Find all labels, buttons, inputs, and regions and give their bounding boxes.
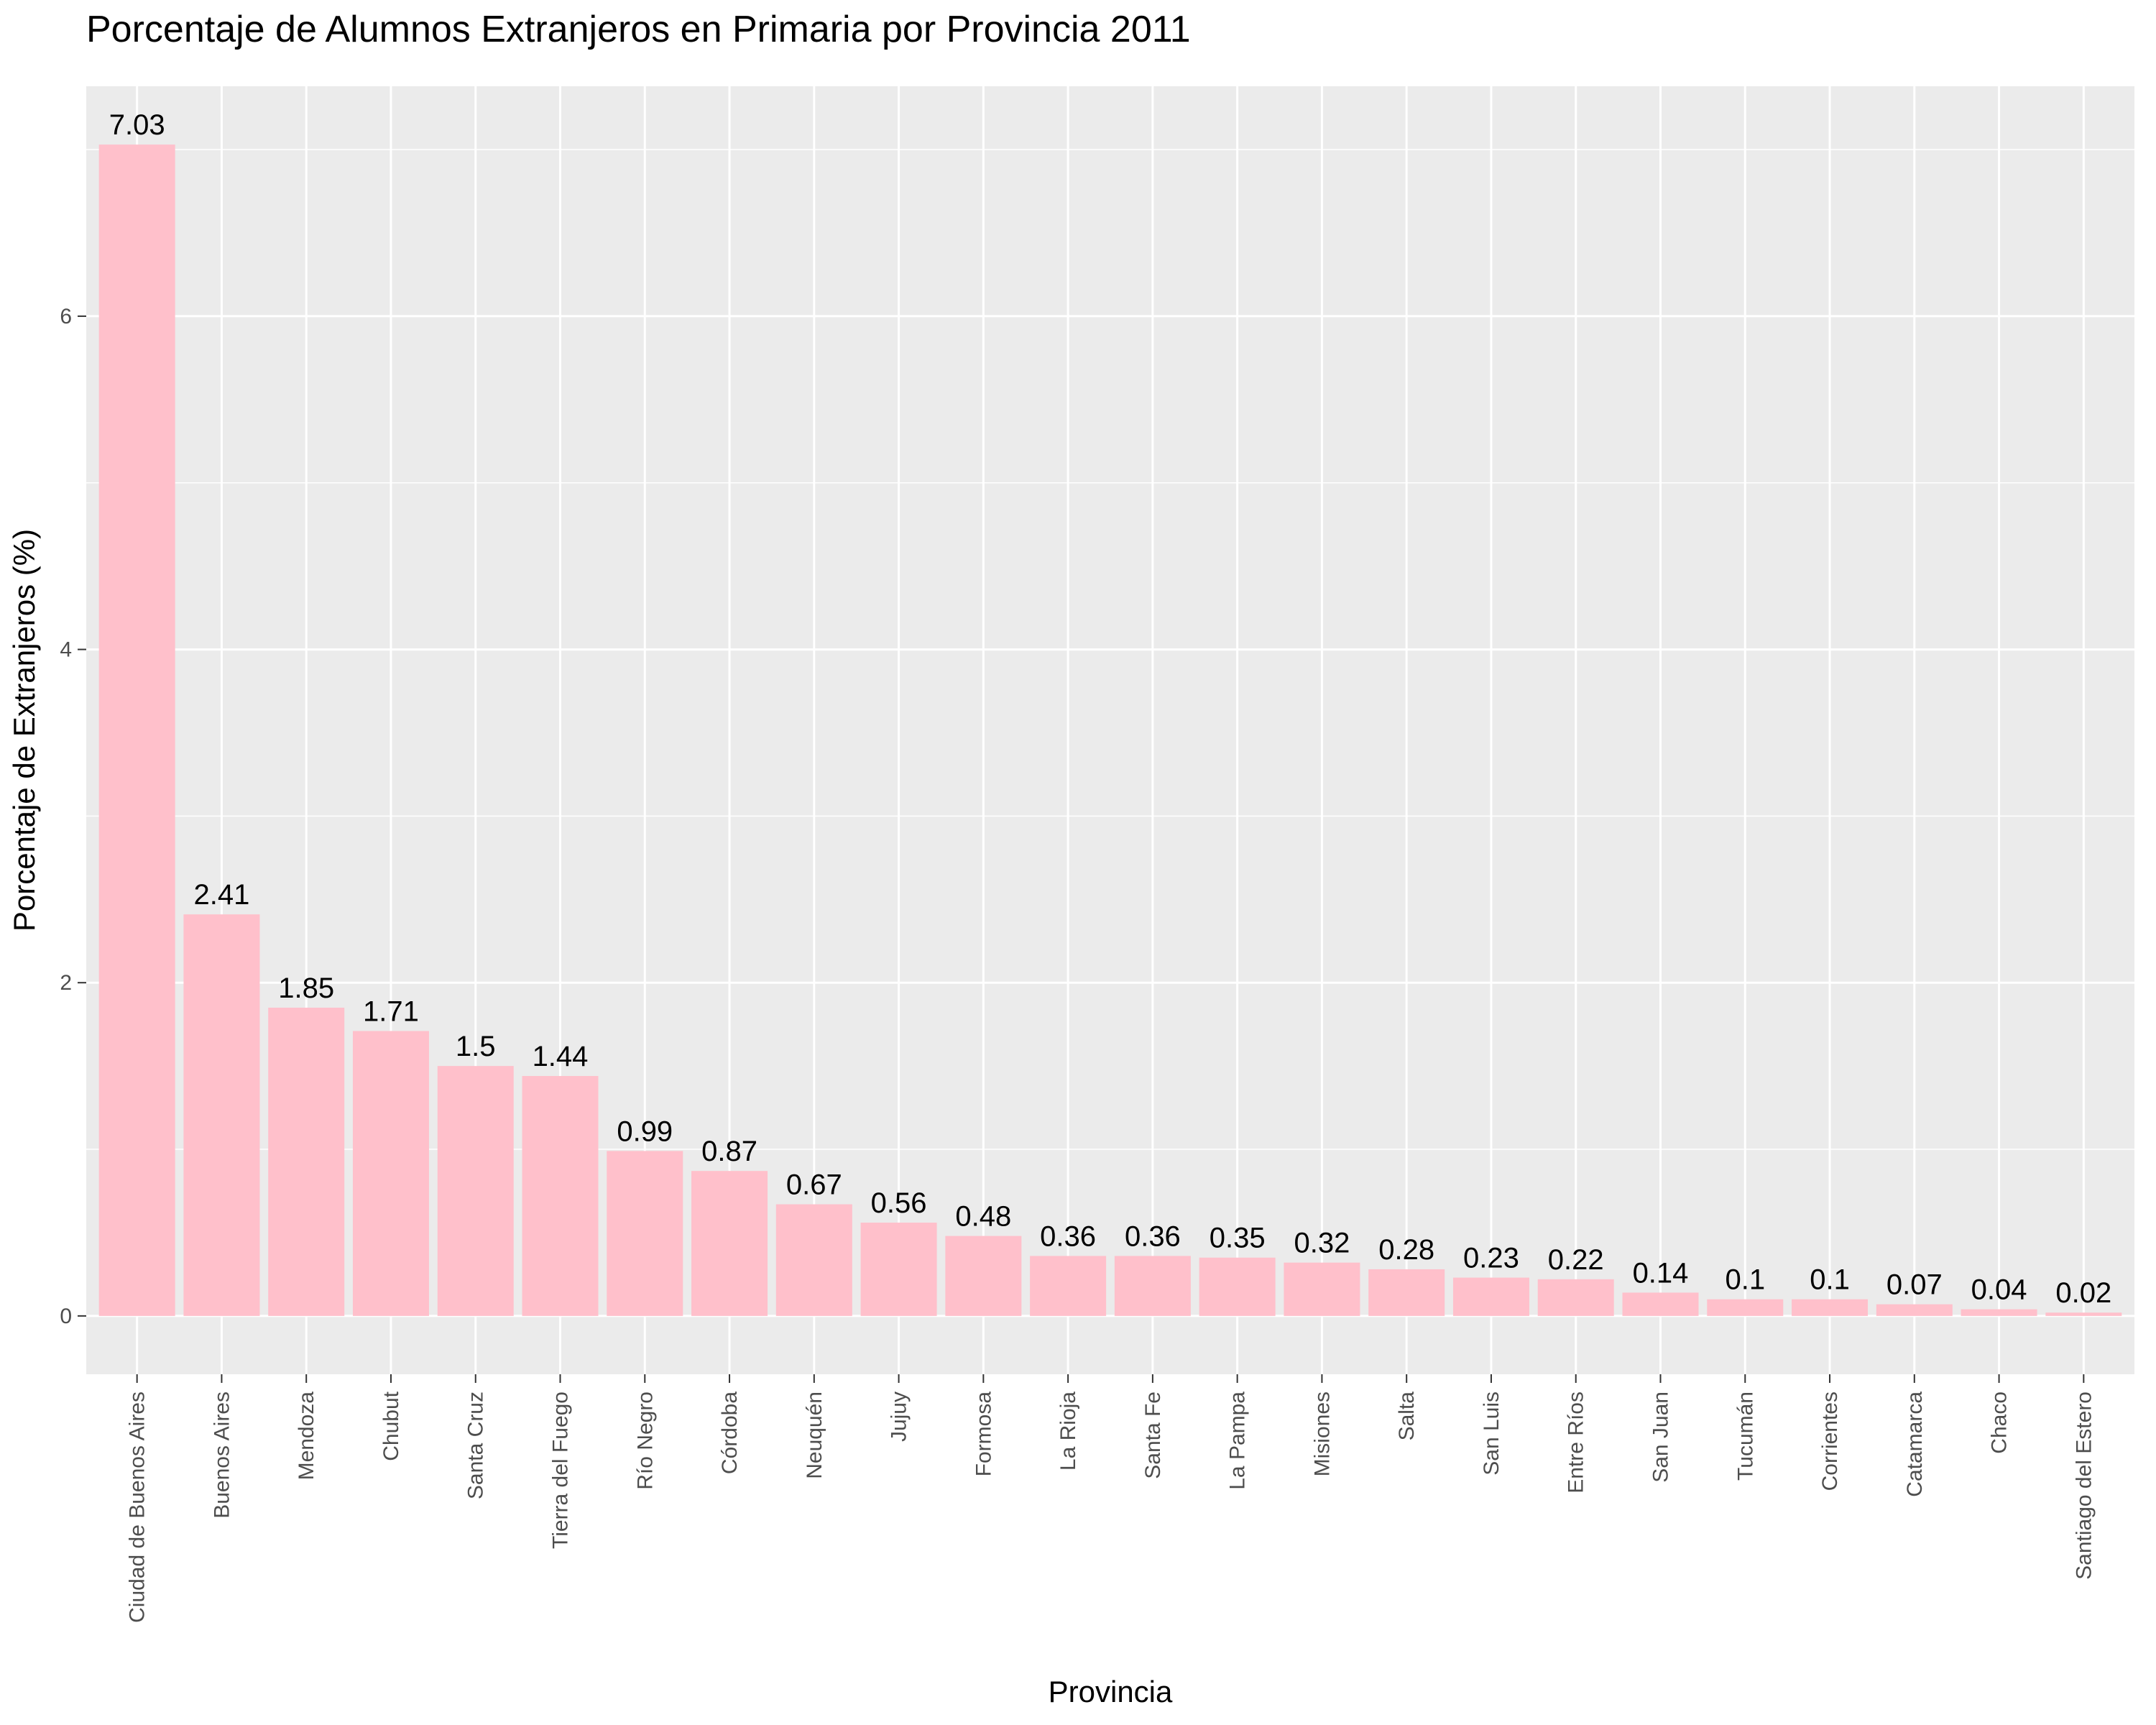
- x-tick-label: Tucumán: [1733, 1392, 1757, 1481]
- bar: [437, 1066, 514, 1316]
- x-tick-label: Santa Fe: [1141, 1392, 1165, 1479]
- x-tick-label: Chubut: [379, 1391, 403, 1460]
- x-tick-label: Tierra del Fuego: [549, 1392, 573, 1549]
- bar-value-label: 0.48: [955, 1201, 1011, 1233]
- bar: [1792, 1299, 1869, 1316]
- bar: [352, 1031, 429, 1316]
- x-tick-label: Mendoza: [295, 1392, 318, 1481]
- x-tick-label: Santa Cruz: [464, 1392, 488, 1499]
- bar: [1368, 1269, 1445, 1316]
- bar: [98, 144, 175, 1316]
- y-tick-label: 6: [60, 305, 72, 328]
- bar-value-label: 0.99: [617, 1116, 673, 1147]
- bar-value-label: 0.56: [871, 1187, 927, 1219]
- bar-value-label: 0.22: [1548, 1244, 1604, 1276]
- x-axis-title: Provincia: [1049, 1675, 1173, 1708]
- y-tick-label: 0: [60, 1305, 72, 1328]
- bar: [607, 1151, 683, 1316]
- bar: [268, 1007, 345, 1316]
- x-tick-label: Ciudad de Buenos Aires: [126, 1392, 149, 1623]
- x-tick-label: Entre Ríos: [1565, 1392, 1588, 1494]
- bar: [1284, 1262, 1360, 1316]
- bar-value-label: 0.87: [701, 1136, 757, 1167]
- x-tick-label: La Rioja: [1056, 1392, 1080, 1471]
- bar-value-label: 0.1: [1725, 1264, 1765, 1296]
- bar: [183, 914, 260, 1316]
- bar-value-label: 1.71: [363, 995, 419, 1027]
- bar: [1961, 1309, 2037, 1316]
- bar: [775, 1204, 852, 1316]
- bar: [1030, 1256, 1107, 1316]
- x-tick-label: Misiones: [1310, 1392, 1334, 1476]
- x-tick-label: Corrientes: [1818, 1392, 1842, 1491]
- bar: [1452, 1277, 1529, 1316]
- bar-value-label: 0.23: [1463, 1243, 1519, 1274]
- x-tick-label: Córdoba: [718, 1392, 742, 1474]
- bar-value-label: 0.67: [786, 1169, 842, 1201]
- bar: [860, 1223, 937, 1316]
- bar-value-label: 1.85: [278, 972, 334, 1004]
- bar-value-label: 1.44: [533, 1041, 589, 1072]
- x-tick-label: Río Negro: [633, 1392, 657, 1490]
- bar-value-label: 0.04: [1971, 1274, 2027, 1306]
- x-tick-label: Catamarca: [1903, 1392, 1927, 1497]
- bar-value-label: 2.41: [194, 879, 250, 911]
- bar-value-label: 0.35: [1210, 1223, 1266, 1254]
- bar-value-labels: 7.03 2.41 1.85 1.71 1.5 1.44 0.99 0.87 0.67 0.56 0…: [109, 109, 2112, 1309]
- bar: [691, 1171, 768, 1316]
- bar-value-label: 0.36: [1125, 1220, 1181, 1252]
- bar: [1707, 1299, 1784, 1316]
- chart-title: Porcentaje de Alumnos Extranjeros en Pri…: [86, 9, 1191, 50]
- bar: [522, 1076, 599, 1316]
- bar-value-label: 0.1: [1810, 1264, 1850, 1296]
- bar: [1537, 1279, 1614, 1316]
- bar: [1876, 1304, 1953, 1316]
- x-tick-label: Salta: [1395, 1392, 1419, 1441]
- y-tick-label: 2: [60, 971, 72, 995]
- x-tick-label: Neuquén: [803, 1392, 826, 1479]
- y-axis-title: Porcentaje de Extranjeros (%): [7, 529, 41, 932]
- bar: [1114, 1256, 1191, 1316]
- bar-value-label: 0.32: [1294, 1228, 1350, 1259]
- bar: [945, 1236, 1022, 1316]
- bar-value-label: 1.5: [456, 1031, 496, 1062]
- y-tick-label: 4: [60, 638, 72, 662]
- x-tick-label: Buenos Aires: [210, 1392, 234, 1519]
- bar: [2045, 1312, 2122, 1316]
- bar-value-label: 0.28: [1378, 1234, 1434, 1266]
- bar-value-label: 0.07: [1886, 1269, 1943, 1301]
- x-axis: Ciudad de Buenos Aires Buenos Aires Mendoz…: [126, 1374, 2096, 1623]
- x-tick-label: Formosa: [972, 1392, 995, 1477]
- bar: [1622, 1292, 1699, 1316]
- bar-value-label: 7.03: [109, 109, 165, 141]
- x-tick-label: San Luis: [1480, 1392, 1503, 1476]
- x-tick-label: Santiago del Estero: [2072, 1392, 2096, 1580]
- bar: [1199, 1257, 1276, 1316]
- y-axis: 0 2 4 6: [60, 305, 86, 1328]
- x-tick-label: La Pampa: [1226, 1392, 1250, 1490]
- bar-value-label: 0.36: [1040, 1220, 1096, 1252]
- x-tick-label: Chaco: [1988, 1392, 2012, 1454]
- bar-value-label: 0.02: [2055, 1277, 2111, 1309]
- bars: [98, 144, 2122, 1316]
- bar-value-label: 0.14: [1633, 1257, 1689, 1289]
- x-tick-label: Jujuy: [888, 1392, 911, 1442]
- x-tick-label: San Juan: [1649, 1392, 1672, 1483]
